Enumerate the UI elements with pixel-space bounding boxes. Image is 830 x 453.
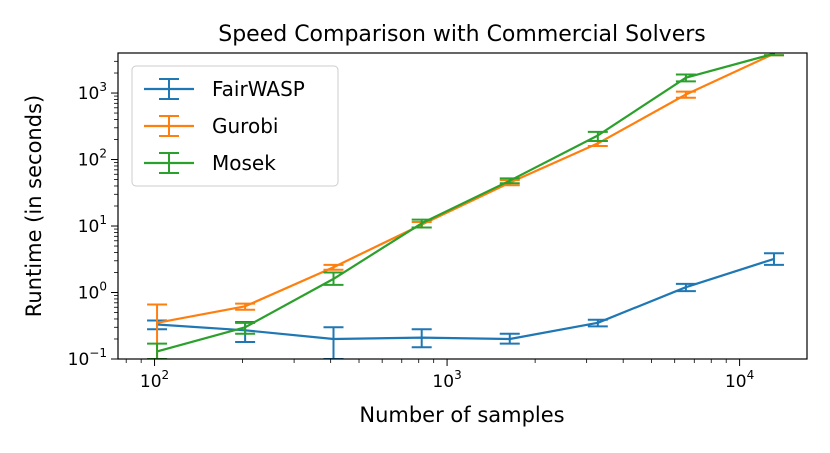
x-tick-label-2: 104: [725, 368, 754, 392]
errorbar-mosek-4: [499, 177, 520, 185]
x-tick-label-0: 102: [140, 368, 169, 392]
errorbar-fairwasp-5: [587, 318, 608, 328]
y-tick-label-3: 102: [78, 147, 107, 171]
legend-item-fairwasp: FairWASP: [144, 77, 305, 101]
y-tick-label-1: 100: [78, 280, 107, 304]
legend-label-gurobi: Gurobi: [212, 114, 278, 138]
errorbar-fairwasp-2: [323, 326, 344, 359]
chart-title: Speed Comparison with Commercial Solvers: [218, 22, 706, 47]
series-line-fairwasp: [157, 257, 775, 341]
legend-item-mosek: Mosek: [144, 151, 276, 175]
y-tick-label-4: 103: [78, 80, 107, 104]
legend-box: [131, 65, 339, 187]
errorbar-mosek-6: [675, 73, 696, 83]
y-tick-label-0: 10−1: [68, 346, 107, 370]
errorbar-fairwasp-6: [675, 282, 696, 293]
errorbar-fairwasp-3: [411, 328, 432, 349]
series-gurobi: [147, 53, 784, 359]
errorbar-gurobi-6: [675, 90, 696, 99]
errorbar-gurobi-1: [235, 302, 256, 311]
errorbar-mosek-7: [763, 53, 784, 57]
errorbar-fairwasp-4: [499, 332, 520, 345]
legend-item-gurobi: Gurobi: [144, 114, 278, 138]
series-mosek: [147, 53, 784, 359]
errorbar-mosek-5: [587, 130, 608, 142]
errorbar-fairwasp-7: [763, 252, 784, 266]
series-layer: [147, 53, 784, 359]
legend-label-fairwasp: FairWASP: [212, 77, 305, 101]
y-tick-label-2: 101: [78, 213, 107, 237]
legend-label-mosek: Mosek: [212, 151, 276, 175]
x-tick-label-1: 103: [432, 368, 461, 392]
series-line-gurobi: [156, 53, 775, 324]
y-axis-label: Runtime (in seconds): [22, 95, 46, 317]
errorbar-gurobi-2: [323, 263, 344, 271]
x-axis-label: Number of samples: [359, 403, 564, 427]
legend: FairWASP Gurobi Mosek: [131, 65, 339, 187]
errorbar-mosek-3: [411, 218, 432, 229]
ticks-layer: 102 103 104 10−1 100 101 102 103: [68, 60, 754, 392]
errorbar-mosek-2: [323, 271, 344, 286]
errorbar-mosek-0: [147, 342, 168, 359]
errorbar-mosek-1: [235, 321, 256, 335]
series-line-mosek: [156, 53, 775, 353]
series-fairwasp: [147, 252, 784, 359]
